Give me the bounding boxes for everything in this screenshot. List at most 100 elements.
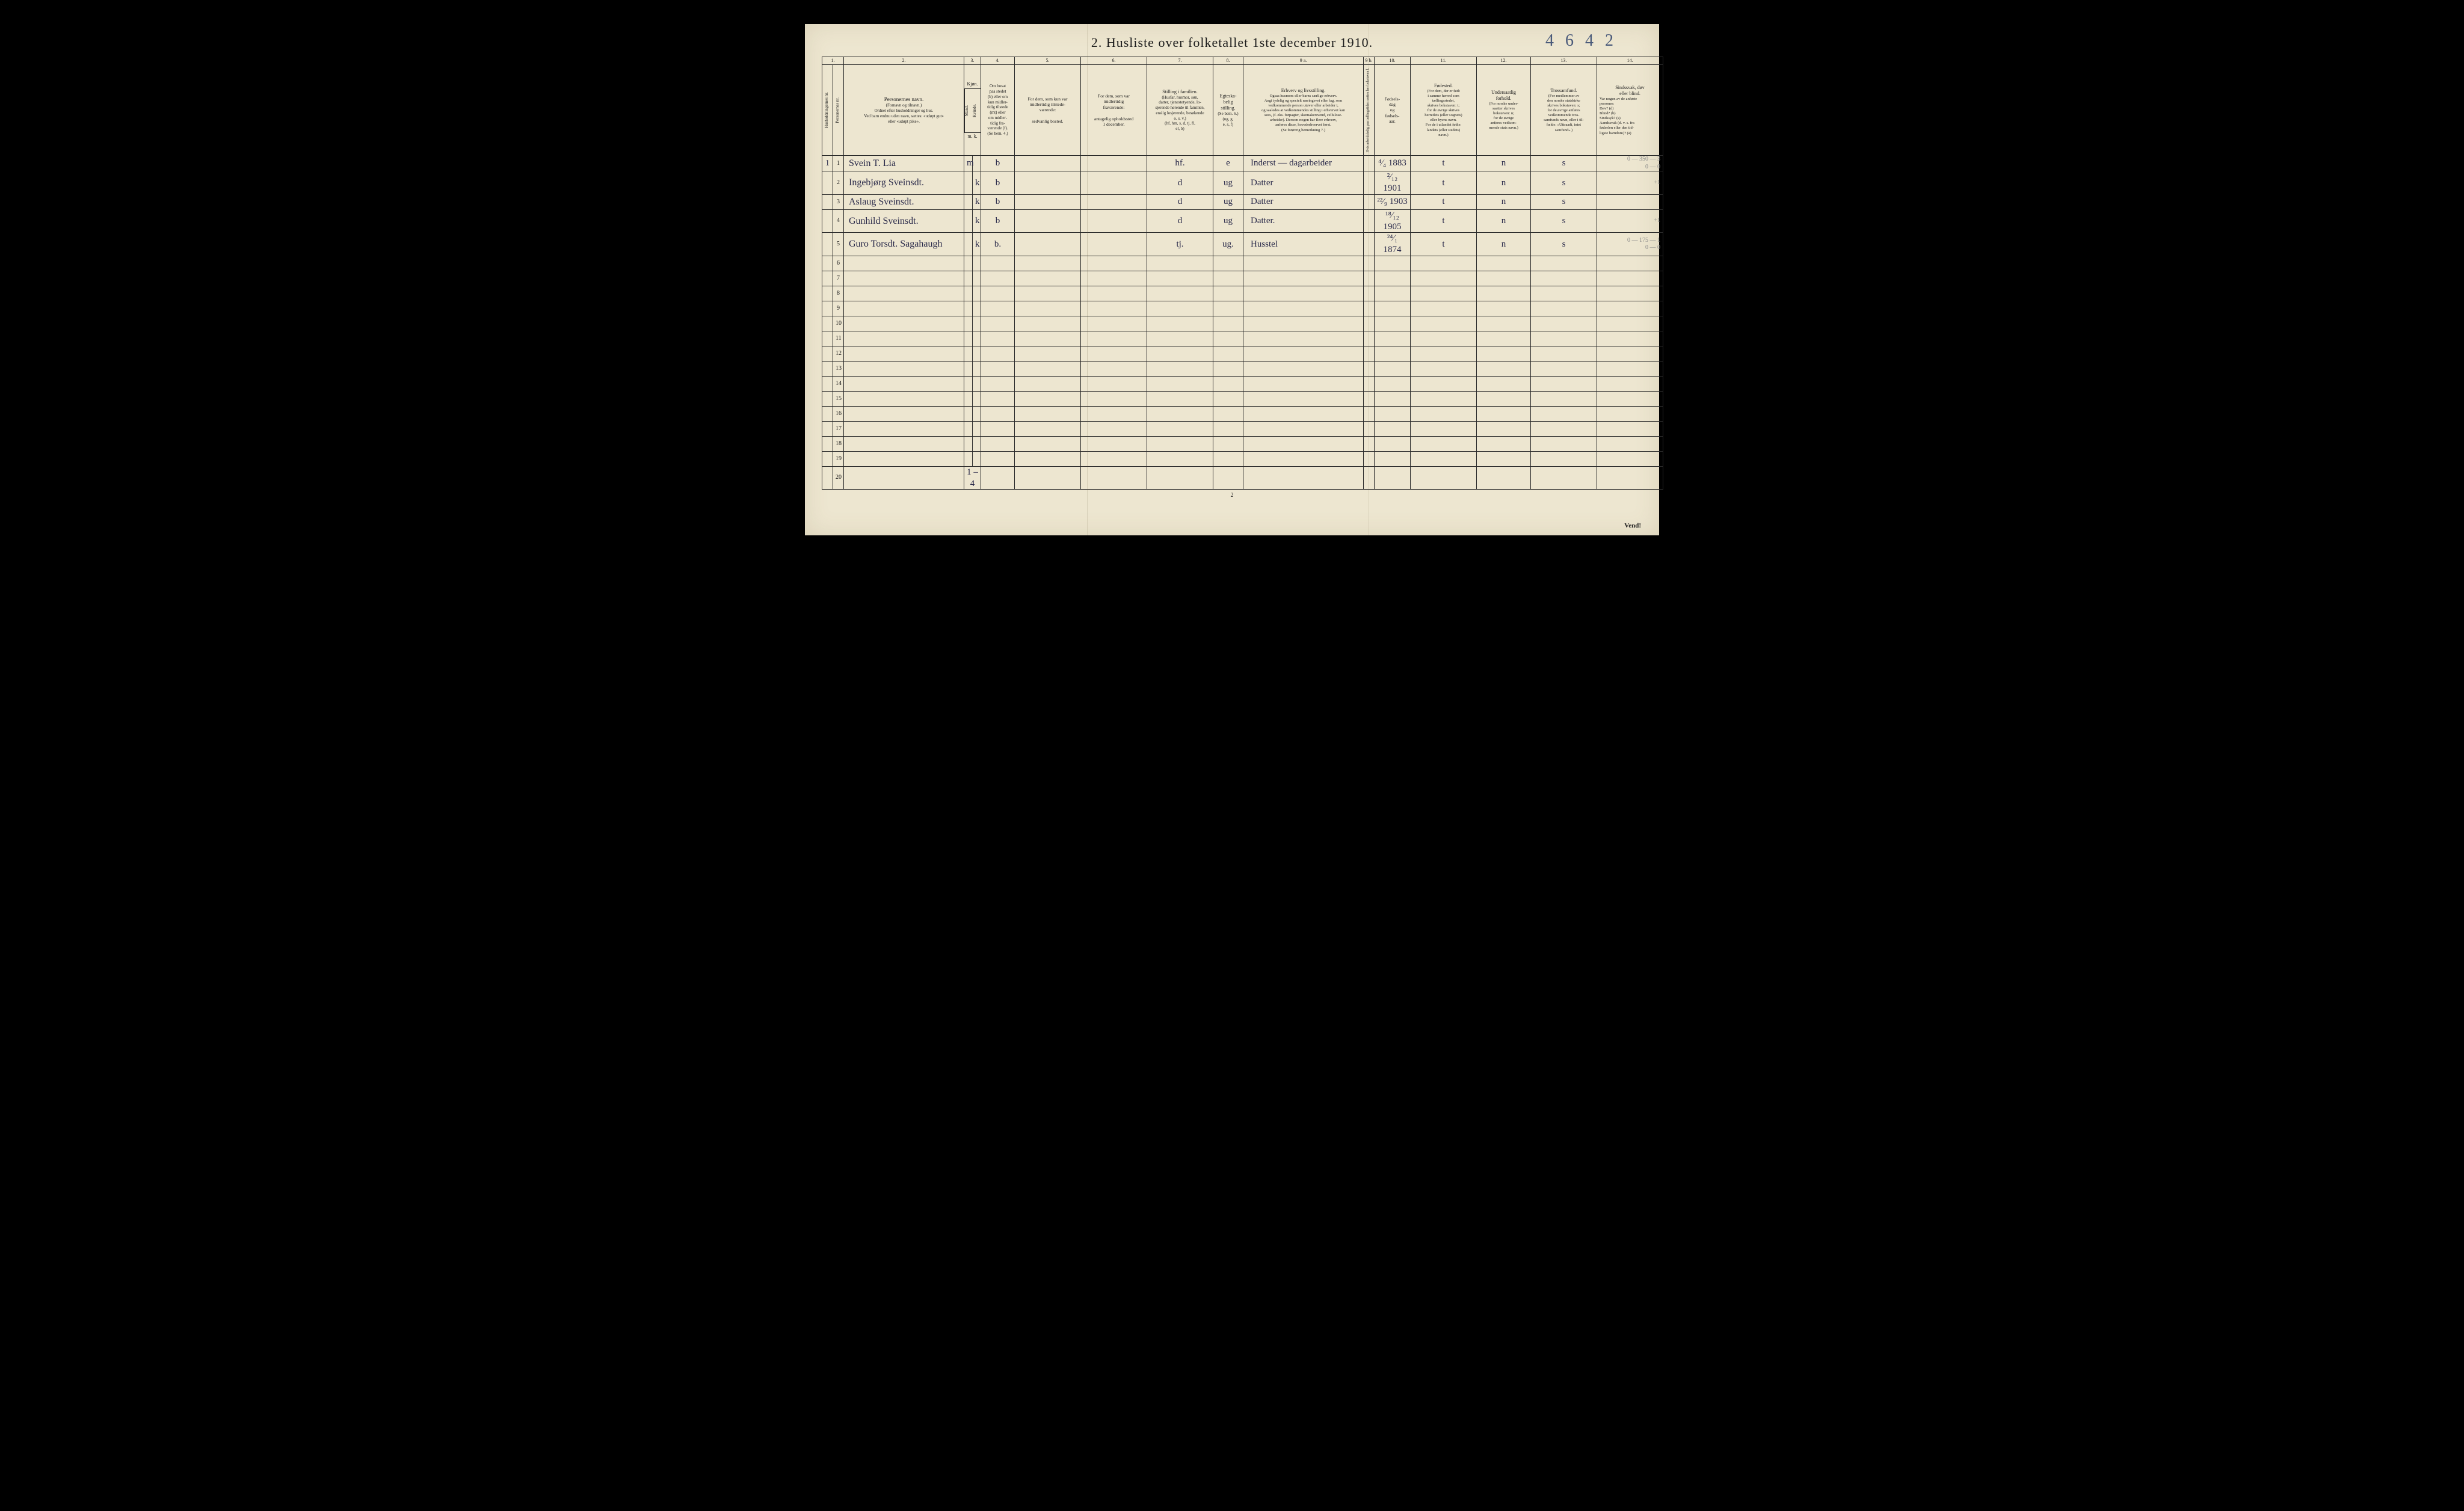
- table-row-empty: 7: [822, 271, 1663, 286]
- cell-empty: [844, 451, 964, 466]
- cell-empty: [822, 286, 833, 301]
- cell-empty: [1081, 271, 1147, 286]
- cell-empty: [1147, 376, 1213, 391]
- cell-empty: [1213, 361, 1243, 376]
- cell-fsted: t: [1411, 209, 1477, 233]
- cell-empty: [1531, 376, 1597, 391]
- cell-empty: [1477, 301, 1531, 316]
- cell-empty: [1375, 391, 1411, 406]
- cell-empty: [844, 301, 964, 316]
- header-midlertidig-fravaerende: For dem, som var midlertidig fraværende:…: [1081, 65, 1147, 156]
- cell-empty: [1411, 361, 1477, 376]
- cell-empty: 12: [833, 346, 844, 361]
- cell-empty: [964, 316, 973, 331]
- cell-empty: [1213, 451, 1243, 466]
- cell-tros: s: [1531, 171, 1597, 195]
- cell-empty: [964, 301, 973, 316]
- colnum: 2.: [844, 57, 964, 65]
- cell-under: n: [1477, 209, 1531, 233]
- cell-empty: [964, 451, 973, 466]
- table-row-empty: 6: [822, 256, 1663, 271]
- cell-empty: [981, 421, 1015, 436]
- header-sex: Kjøn. Mand. Kvinde. m. k.: [964, 65, 981, 156]
- cell-empty: [1411, 436, 1477, 451]
- cell-empty: 19: [833, 451, 844, 466]
- colnum: 3.: [964, 57, 981, 65]
- cell-empty: [1081, 346, 1147, 361]
- cell-empty: [1375, 271, 1411, 286]
- cell-hnum: [822, 209, 833, 233]
- cell-empty: [1375, 421, 1411, 436]
- cell-empty: [1243, 346, 1364, 361]
- cell-name: Gunhild Sveinsdt.: [844, 209, 964, 233]
- table-row: 3Aslaug Sveinsdt.kbdugDatter²²⁄₉ 1903tns: [822, 194, 1663, 209]
- cell-empty: [1213, 376, 1243, 391]
- cell-empty: [964, 376, 973, 391]
- cell-empty: [973, 421, 981, 436]
- cell-hnum: [822, 171, 833, 195]
- cell-empty: [1243, 376, 1364, 391]
- cell-empty: [1015, 346, 1081, 361]
- cell-empty: [1411, 421, 1477, 436]
- cell-empty: [973, 301, 981, 316]
- colnum: 5.: [1015, 57, 1081, 65]
- cell-empty: [1531, 361, 1597, 376]
- cell-empty: [981, 271, 1015, 286]
- cell-empty: [822, 271, 833, 286]
- cell-empty: [1081, 361, 1147, 376]
- header-fodselsdato: Fødsels- dag og fødsels- aar.: [1375, 65, 1411, 156]
- cell-empty: [1477, 361, 1531, 376]
- header-sindssvak: Sindssvak, døv eller blind. Var nogen av…: [1597, 65, 1663, 156]
- cell-empty: [1213, 316, 1243, 331]
- cell-empty: [1477, 256, 1531, 271]
- cell-empty: [822, 346, 833, 361]
- cell-empty: [964, 436, 973, 451]
- cell-empty: [973, 256, 981, 271]
- cell-empty: [1213, 301, 1243, 316]
- cell-empty: 9: [833, 301, 844, 316]
- cell-empty: [1597, 256, 1663, 271]
- cell-note: 0 — 350 — 3 0 — 0: [1597, 156, 1663, 171]
- cell-egte: ug: [1213, 209, 1243, 233]
- cell-empty: [1147, 421, 1213, 436]
- cell-empty: 11: [833, 331, 844, 346]
- cell-empty: [1213, 436, 1243, 451]
- colnum: 10.: [1375, 57, 1411, 65]
- cell-empty: [1015, 301, 1081, 316]
- cell-bosat: b: [981, 209, 1015, 233]
- cell-empty: [1213, 406, 1243, 421]
- cell-empty: [1081, 286, 1147, 301]
- cell-empty: [844, 406, 964, 421]
- cell-empty: [822, 256, 833, 271]
- cell-under: n: [1477, 171, 1531, 195]
- cell-m: [964, 194, 973, 209]
- cell-empty: [1477, 271, 1531, 286]
- cell-empty: [1531, 436, 1597, 451]
- cell-empty: [1531, 451, 1597, 466]
- cell-empty: [1081, 256, 1147, 271]
- cell-empty: [981, 466, 1015, 490]
- cell-empty: [1411, 256, 1477, 271]
- cell-fsted: t: [1411, 233, 1477, 256]
- cell-empty: [822, 451, 833, 466]
- cell-fam: tj.: [1147, 233, 1213, 256]
- table-row-empty: 12: [822, 346, 1663, 361]
- cell-empty: [1411, 271, 1477, 286]
- header-person-nr: Personernes nr.: [833, 65, 844, 156]
- cell-col6: [1081, 156, 1147, 171]
- cell-empty: [1147, 256, 1213, 271]
- cell-empty: 16: [833, 406, 844, 421]
- cell-empty: 7: [833, 271, 844, 286]
- table-row-empty: 17: [822, 421, 1663, 436]
- colnum: 6.: [1081, 57, 1147, 65]
- cell-empty: [981, 436, 1015, 451]
- cell-empty: [981, 331, 1015, 346]
- cell-empty: [1477, 466, 1531, 490]
- cell-fdato: ²⁄₁₂ 1901: [1375, 171, 1411, 195]
- page-number: 2: [822, 492, 1642, 499]
- cell-empty: [1213, 421, 1243, 436]
- colnum: 9 a.: [1243, 57, 1364, 65]
- cell-empty: [1411, 331, 1477, 346]
- cell-empty: [1375, 331, 1411, 346]
- cell-bosat: b: [981, 171, 1015, 195]
